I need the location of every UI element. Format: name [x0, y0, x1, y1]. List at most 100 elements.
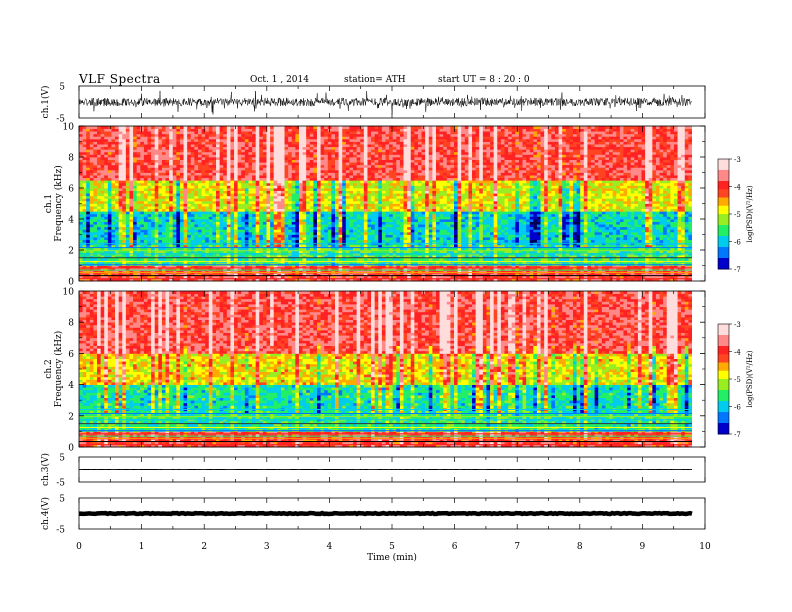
spectro-cell — [349, 206, 354, 210]
spectro-cell — [118, 231, 123, 235]
spectro-cell — [197, 237, 202, 241]
spectro-cell — [316, 159, 321, 163]
spectro-cell — [154, 237, 159, 241]
spectro-cell — [244, 182, 249, 186]
spectro-cell — [291, 169, 296, 173]
spectro-cell — [295, 206, 300, 210]
spectro-cell — [172, 141, 177, 145]
spectro-cell — [79, 136, 84, 140]
spectro-cell — [226, 229, 231, 233]
spectro-cell — [270, 175, 275, 179]
spectro-cell — [353, 193, 358, 197]
spectro-cell — [302, 237, 307, 241]
spectro-cell — [306, 154, 311, 158]
spectro-cell — [241, 257, 246, 261]
spectro-cell — [298, 255, 303, 259]
spectro-cell — [208, 177, 213, 181]
spectro-cell — [277, 265, 282, 269]
spectro-cell — [125, 182, 130, 186]
spectro-cell — [360, 226, 365, 230]
spectro-cell — [100, 162, 105, 166]
spectro-cell — [115, 169, 120, 173]
spectro-cell — [338, 180, 343, 184]
spectro-cell — [360, 275, 365, 279]
spectro-cell — [129, 159, 134, 163]
spectro-cell — [230, 146, 235, 150]
spectro-cell — [331, 185, 336, 189]
spectro-cell — [363, 141, 368, 145]
spectro-cell — [248, 128, 253, 132]
spectro-cell — [136, 136, 141, 140]
spectro-cell — [122, 169, 127, 173]
spectro-cell — [219, 273, 224, 277]
spectro-cell — [176, 193, 181, 197]
spectro-cell — [266, 216, 271, 220]
spectro-cell — [97, 229, 102, 233]
spectro-cell — [230, 224, 235, 228]
spectro-cell — [241, 211, 246, 215]
spectro-cell — [147, 278, 152, 282]
spectro-cell — [201, 221, 206, 225]
spectro-cell — [176, 195, 181, 199]
spectro-cell — [273, 278, 278, 282]
spectro-cell — [125, 141, 130, 145]
spectro-cell — [89, 180, 94, 184]
spectro-cell — [252, 231, 257, 235]
spectro-cell — [129, 273, 134, 277]
spectro-cell — [172, 162, 177, 166]
spectro-cell — [151, 164, 156, 168]
spectro-cell — [111, 237, 116, 241]
spectro-cell — [161, 237, 166, 241]
spectro-cell — [345, 200, 350, 204]
spectro-cell — [201, 182, 206, 186]
spectro-cell — [219, 185, 224, 189]
spectro-cell — [216, 195, 221, 199]
spectro-cell — [270, 172, 275, 176]
spectro-cell — [89, 226, 94, 230]
spectro-cell — [194, 175, 199, 179]
spectro-cell — [280, 164, 285, 168]
spectro-cell — [226, 216, 231, 220]
spectro-cell — [226, 141, 231, 145]
spectro-cell — [349, 154, 354, 158]
spectro-cell — [122, 208, 127, 212]
spectro-cell — [244, 195, 249, 199]
spectro-cell — [100, 133, 105, 137]
spectro-cell — [280, 146, 285, 150]
spectro-cell — [367, 257, 372, 261]
spectro-cell — [151, 275, 156, 279]
spectro-cell — [244, 234, 249, 238]
spectro-cell — [125, 219, 130, 222]
spectro-cell — [345, 175, 350, 179]
spectro-cell — [79, 182, 84, 186]
spectro-cell — [201, 144, 206, 148]
spectro-cell — [226, 149, 231, 153]
spectro-cell — [331, 182, 336, 186]
spectro-cell — [216, 244, 221, 248]
spectro-cell — [129, 255, 134, 259]
spectro-cell — [327, 195, 332, 199]
spectro-cell — [327, 146, 332, 150]
spectro-cell — [100, 185, 105, 189]
spectro-cell — [284, 278, 289, 282]
spectro-cell — [363, 128, 368, 132]
spectro-cell — [223, 200, 228, 204]
spectro-cell — [223, 213, 228, 217]
spectro-cell — [216, 188, 221, 191]
spectro-cell — [151, 131, 156, 135]
spectro-cell — [363, 234, 368, 238]
spectro-cell — [107, 203, 112, 207]
spectro-cell — [270, 257, 275, 261]
spectro-cell — [298, 144, 303, 148]
spectro-cell — [86, 172, 91, 176]
spectro-cell — [223, 175, 228, 179]
spectro-cell — [107, 250, 112, 253]
spectro-cell — [147, 219, 152, 222]
spectro-cell — [122, 144, 127, 148]
spectro-cell — [118, 278, 123, 282]
spectro-cell — [371, 133, 376, 137]
spectro-cell — [349, 247, 354, 251]
spectro-cell — [187, 211, 192, 215]
spectro-cell — [320, 128, 325, 132]
spectro-cell — [111, 213, 116, 217]
